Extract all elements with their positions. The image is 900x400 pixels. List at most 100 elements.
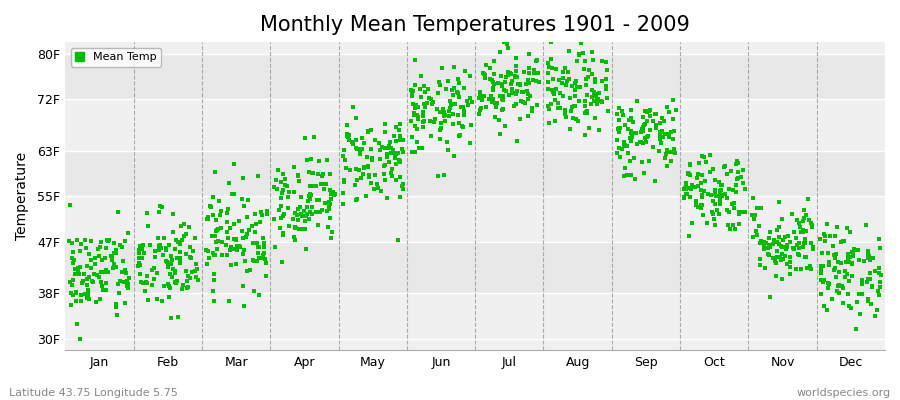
Point — [380, 194, 394, 201]
Point — [789, 235, 804, 241]
Point — [132, 262, 147, 268]
Point — [540, 86, 554, 92]
Point — [648, 111, 662, 117]
Point — [173, 249, 187, 255]
Point — [337, 189, 351, 196]
Point — [770, 254, 784, 260]
Point — [716, 164, 731, 171]
Point — [546, 87, 561, 93]
Point — [175, 236, 189, 243]
Point — [81, 292, 95, 298]
Point — [657, 131, 671, 138]
Point — [161, 264, 176, 270]
Point — [666, 136, 680, 142]
Point — [298, 226, 312, 232]
Point — [706, 198, 720, 204]
Point — [277, 176, 292, 182]
Point — [626, 155, 641, 162]
Point — [215, 252, 230, 258]
Point — [349, 137, 364, 143]
Point — [558, 107, 572, 113]
Point — [157, 282, 171, 289]
Point — [328, 190, 342, 197]
Point — [323, 187, 338, 193]
Point — [841, 290, 855, 297]
Point — [832, 282, 846, 288]
Point — [760, 250, 775, 257]
Point — [624, 138, 638, 145]
Point — [513, 81, 527, 87]
Point — [567, 103, 581, 109]
Point — [871, 288, 886, 294]
Point — [501, 72, 516, 78]
Point — [494, 73, 508, 79]
Point — [464, 98, 479, 105]
Point — [508, 90, 523, 97]
Point — [240, 197, 255, 203]
Point — [368, 172, 382, 178]
Point — [136, 280, 150, 286]
Point — [109, 249, 123, 256]
Point — [711, 179, 725, 186]
Point — [774, 243, 788, 250]
Point — [842, 303, 857, 310]
Point — [704, 192, 718, 199]
Point — [321, 206, 336, 212]
Point — [552, 76, 566, 83]
Point — [612, 145, 626, 151]
Point — [835, 300, 850, 306]
Point — [200, 216, 214, 222]
Point — [395, 137, 410, 144]
Point — [410, 112, 424, 118]
Point — [177, 232, 192, 239]
Point — [638, 108, 652, 114]
Point — [508, 73, 522, 79]
Point — [338, 179, 352, 185]
Point — [814, 250, 829, 256]
Point — [611, 126, 625, 132]
Point — [214, 225, 229, 232]
Point — [253, 219, 267, 225]
Point — [364, 127, 379, 134]
Point — [677, 186, 691, 192]
Point — [280, 182, 294, 189]
Point — [556, 75, 571, 81]
Point — [364, 180, 378, 186]
Point — [544, 56, 558, 62]
Point — [300, 204, 314, 210]
Point — [248, 221, 263, 227]
Point — [302, 198, 316, 204]
Point — [495, 96, 509, 102]
Point — [837, 267, 851, 274]
Point — [291, 172, 305, 178]
Point — [591, 126, 606, 133]
Point — [319, 181, 333, 188]
Point — [281, 205, 295, 212]
Point — [183, 274, 197, 281]
Point — [558, 65, 572, 71]
Point — [337, 147, 351, 154]
Point — [482, 76, 497, 83]
Point — [628, 176, 643, 182]
Point — [590, 96, 605, 102]
Point — [599, 59, 614, 65]
Point — [713, 195, 727, 201]
Point — [640, 134, 654, 140]
Point — [368, 136, 382, 143]
Point — [232, 243, 247, 250]
Point — [638, 139, 652, 145]
Point — [85, 278, 99, 284]
Point — [255, 212, 269, 218]
Point — [695, 192, 709, 198]
Point — [752, 223, 767, 229]
Point — [753, 256, 768, 262]
Point — [683, 186, 698, 192]
Point — [817, 277, 832, 283]
Point — [865, 284, 879, 290]
Point — [132, 255, 147, 261]
Point — [769, 273, 783, 280]
Point — [166, 274, 180, 280]
Point — [774, 257, 788, 264]
Point — [832, 269, 847, 276]
Point — [433, 136, 447, 142]
